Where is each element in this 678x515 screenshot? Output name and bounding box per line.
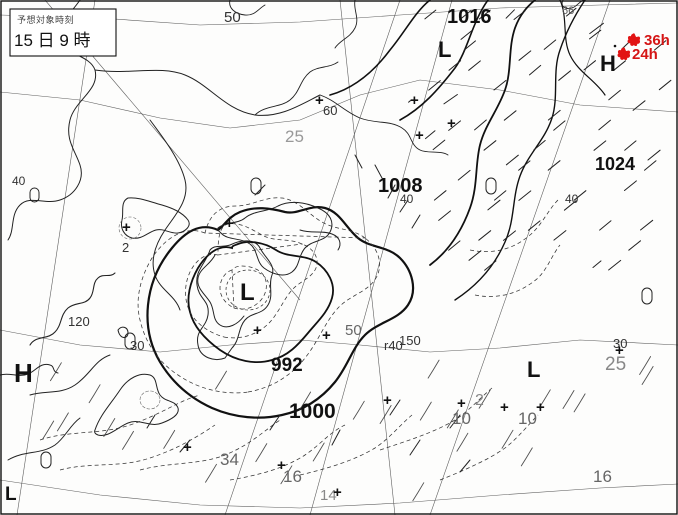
svg-text:+: + — [183, 439, 192, 456]
svg-text:15 日 9 時: 15 日 9 時 — [14, 31, 91, 50]
svg-text:1024: 1024 — [595, 154, 635, 174]
svg-text:40: 40 — [565, 192, 579, 206]
svg-text:+: + — [410, 92, 419, 109]
svg-text:10: 10 — [518, 409, 537, 428]
svg-text:L: L — [438, 37, 451, 62]
svg-text:50: 50 — [345, 322, 362, 339]
svg-text:L: L — [240, 279, 255, 306]
svg-text:+: + — [253, 322, 262, 339]
svg-text:+: + — [277, 457, 286, 474]
svg-text:+: + — [122, 219, 131, 236]
svg-text:2: 2 — [475, 392, 484, 409]
svg-text:+: + — [225, 215, 234, 232]
svg-text:+: + — [447, 115, 456, 132]
svg-text:+: + — [457, 395, 466, 412]
svg-text:+: + — [615, 342, 624, 359]
svg-text:+: + — [536, 399, 545, 416]
svg-text:+: + — [315, 92, 324, 109]
svg-text:予想対象時刻: 予想対象時刻 — [17, 14, 74, 25]
svg-text:2: 2 — [122, 240, 129, 255]
svg-text:50: 50 — [224, 9, 241, 26]
svg-text:H: H — [600, 51, 616, 76]
svg-text:L: L — [527, 357, 540, 382]
svg-text:40: 40 — [12, 174, 26, 188]
svg-text:H: H — [14, 358, 33, 388]
svg-text:+: + — [415, 127, 424, 144]
svg-text:+: + — [383, 392, 392, 409]
svg-text:16: 16 — [593, 467, 612, 486]
svg-text:120: 120 — [68, 314, 90, 329]
svg-text:+: + — [322, 327, 331, 344]
svg-text:150: 150 — [399, 333, 421, 348]
svg-text:40: 40 — [400, 192, 414, 206]
svg-text:992: 992 — [271, 355, 303, 376]
svg-text:+: + — [500, 399, 509, 416]
svg-text:30: 30 — [130, 338, 144, 353]
svg-text:L: L — [5, 484, 17, 505]
svg-text:66: 66 — [562, 5, 574, 17]
svg-text:1000: 1000 — [289, 400, 336, 423]
svg-text:16: 16 — [283, 467, 302, 486]
svg-text:34: 34 — [220, 450, 239, 469]
svg-text:60: 60 — [323, 103, 337, 118]
svg-text:1016: 1016 — [447, 6, 492, 28]
svg-text:+: + — [333, 484, 342, 501]
svg-text:25: 25 — [285, 127, 304, 146]
svg-text:24h: 24h — [632, 46, 658, 63]
